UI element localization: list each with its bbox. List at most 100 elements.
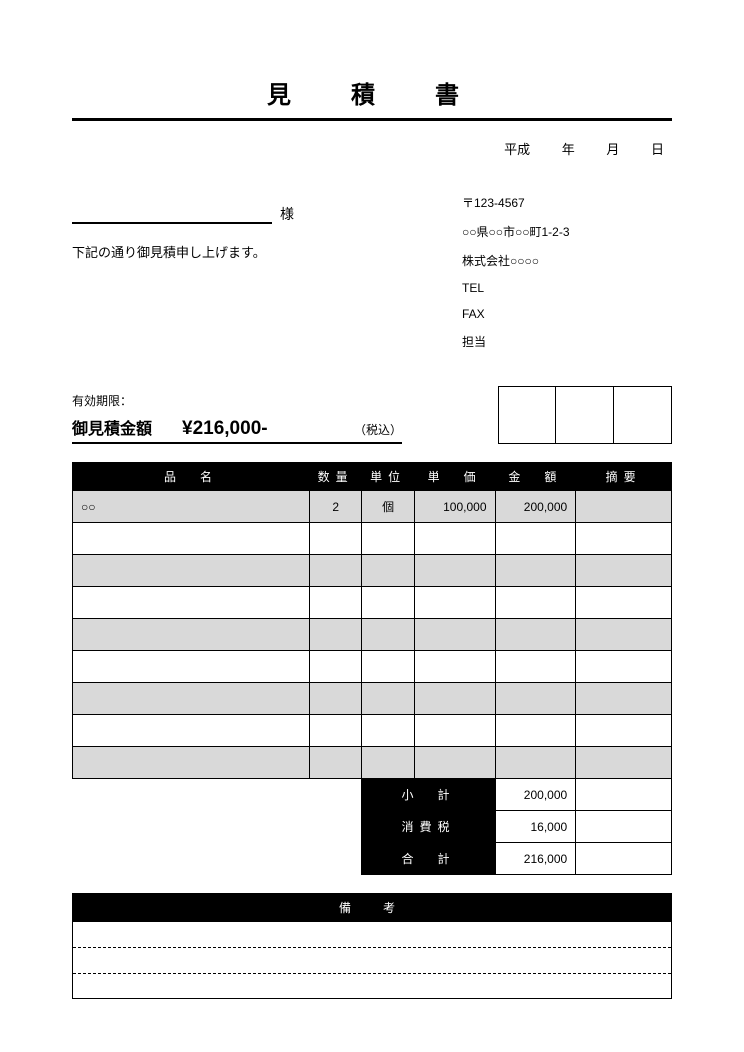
- cell-qty: [309, 587, 361, 619]
- cell-name: [73, 747, 310, 779]
- cell-qty: [309, 715, 361, 747]
- remarks-header: 備 考: [72, 893, 672, 921]
- cell-qty: [309, 683, 361, 715]
- cell-price: [414, 587, 495, 619]
- seal-box: [556, 386, 614, 444]
- cell-price: [414, 555, 495, 587]
- table-row: [73, 651, 672, 683]
- total-value: 216,000: [495, 843, 576, 875]
- date-month: 月: [606, 142, 619, 157]
- cell-name: [73, 523, 310, 555]
- cell-amount: [495, 619, 576, 651]
- sender-company: 株式会社○○○○: [462, 252, 672, 269]
- cell-name: [73, 555, 310, 587]
- cell-price: [414, 619, 495, 651]
- cell-unit: [362, 683, 414, 715]
- date-year: 年: [562, 142, 575, 157]
- cell-unit: [362, 747, 414, 779]
- validity-label: 有効期限：: [72, 392, 498, 409]
- col-amount: 金 額: [495, 463, 576, 491]
- cell-qty: 2: [309, 491, 361, 523]
- cell-price: [414, 523, 495, 555]
- date-row: 平成 年 月 日: [72, 139, 672, 158]
- client-honorific: 様: [280, 204, 294, 224]
- sender-address: ○○県○○市○○町1-2-3: [462, 223, 672, 240]
- client-name-field[interactable]: [72, 202, 272, 224]
- sender-block: 〒123-4567 ○○県○○市○○町1-2-3 株式会社○○○○ TEL FA…: [462, 194, 672, 362]
- col-unit: 単位: [362, 463, 414, 491]
- cell-price: [414, 683, 495, 715]
- subtotal-note: [576, 779, 672, 811]
- cell-note: [576, 747, 672, 779]
- cell-unit: [362, 651, 414, 683]
- cell-note: [576, 555, 672, 587]
- seal-box: [498, 386, 556, 444]
- cell-price: [414, 747, 495, 779]
- document-title: 見 積 書: [72, 75, 672, 121]
- cell-note: [576, 683, 672, 715]
- cell-name: [73, 619, 310, 651]
- col-qty: 数量: [309, 463, 361, 491]
- client-line: 様: [72, 202, 442, 224]
- table-row: [73, 747, 672, 779]
- cell-unit: 個: [362, 491, 414, 523]
- cell-amount: [495, 683, 576, 715]
- cell-unit: [362, 523, 414, 555]
- sender-fax: FAX: [462, 307, 672, 321]
- cell-price: [414, 715, 495, 747]
- subtotal-label: 小 計: [362, 779, 495, 811]
- sender-tel: TEL: [462, 281, 672, 295]
- cell-unit: [362, 587, 414, 619]
- tax-label: 消費税: [362, 811, 495, 843]
- table-row: [73, 587, 672, 619]
- cell-price: 100,000: [414, 491, 495, 523]
- cell-unit: [362, 555, 414, 587]
- cell-name: [73, 683, 310, 715]
- cell-note: [576, 715, 672, 747]
- estimate-label: 御見積金額: [72, 415, 152, 439]
- cell-amount: [495, 715, 576, 747]
- cell-qty: [309, 555, 361, 587]
- cell-amount: [495, 555, 576, 587]
- table-row: [73, 683, 672, 715]
- col-name: 品 名: [73, 463, 310, 491]
- cell-unit: [362, 619, 414, 651]
- cell-price: [414, 651, 495, 683]
- total-note: [576, 843, 672, 875]
- cell-qty: [309, 651, 361, 683]
- cell-note: [576, 651, 672, 683]
- table-row: ○○2個100,000200,000: [73, 491, 672, 523]
- cell-amount: [495, 587, 576, 619]
- estimate-amount-row: 御見積金額 ¥216,000- （税込）: [72, 415, 402, 444]
- total-label: 合 計: [362, 843, 495, 875]
- col-price: 単 価: [414, 463, 495, 491]
- cell-name: ○○: [73, 491, 310, 523]
- remarks-body[interactable]: [72, 921, 672, 999]
- cell-qty: [309, 747, 361, 779]
- col-note: 摘要: [576, 463, 672, 491]
- table-row: [73, 619, 672, 651]
- cell-amount: [495, 651, 576, 683]
- sender-postal: 〒123-4567: [462, 194, 672, 211]
- estimate-suffix: （税込）: [354, 421, 402, 438]
- cell-amount: [495, 523, 576, 555]
- cell-name: [73, 587, 310, 619]
- cell-note: [576, 587, 672, 619]
- tax-note: [576, 811, 672, 843]
- tax-value: 16,000: [495, 811, 576, 843]
- seal-box: [614, 386, 672, 444]
- cell-amount: [495, 747, 576, 779]
- items-table: 品 名 数量 単位 単 価 金 額 摘要 ○○2個100,000200,000 …: [72, 462, 672, 875]
- date-day: 日: [651, 142, 664, 157]
- subtotal-value: 200,000: [495, 779, 576, 811]
- intro-text: 下記の通り御見積申し上げます。: [72, 242, 442, 261]
- date-era: 平成: [504, 142, 530, 157]
- table-row: [73, 715, 672, 747]
- cell-amount: 200,000: [495, 491, 576, 523]
- cell-qty: [309, 523, 361, 555]
- cell-note: [576, 619, 672, 651]
- seal-boxes: [498, 386, 672, 444]
- estimate-value: ¥216,000-: [182, 418, 354, 440]
- cell-unit: [362, 715, 414, 747]
- table-row: [73, 523, 672, 555]
